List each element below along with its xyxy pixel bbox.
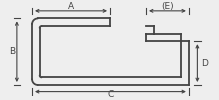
Text: (E): (E) xyxy=(162,2,174,11)
Text: A: A xyxy=(68,2,74,11)
Text: B: B xyxy=(9,47,15,56)
Text: C: C xyxy=(108,90,114,99)
Text: D: D xyxy=(201,59,208,68)
